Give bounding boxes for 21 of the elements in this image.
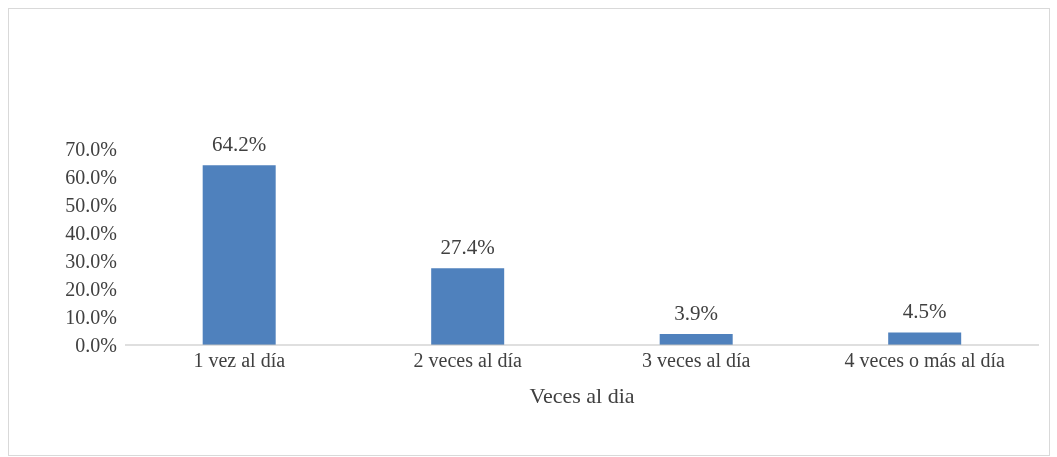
- x-tick-label: 4 veces o más al día: [844, 349, 1006, 372]
- y-tick-label: 50.0%: [65, 194, 117, 217]
- x-tick-label: 2 veces al día: [413, 349, 523, 372]
- bar: [888, 332, 962, 345]
- bar: [431, 268, 505, 345]
- data-label: 4.5%: [902, 299, 947, 324]
- y-tick-label: 10.0%: [65, 306, 117, 329]
- y-tick-label: 0.0%: [75, 334, 117, 357]
- y-tick-label: 60.0%: [65, 166, 117, 189]
- data-label: 64.2%: [212, 132, 267, 157]
- y-tick-label: 20.0%: [65, 278, 117, 301]
- y-tick-label: 40.0%: [65, 222, 117, 245]
- y-tick-label: 30.0%: [65, 250, 117, 273]
- x-axis-title: Veces al dia: [529, 383, 635, 408]
- x-tick-label: 1 vez al día: [193, 349, 286, 372]
- x-tick-label: 3 veces al día: [642, 349, 751, 372]
- data-label: 27.4%: [440, 235, 495, 260]
- data-label: 3.9%: [674, 301, 719, 326]
- y-tick-label: 70.0%: [65, 138, 117, 161]
- bar: [659, 334, 733, 345]
- bar: [202, 165, 276, 345]
